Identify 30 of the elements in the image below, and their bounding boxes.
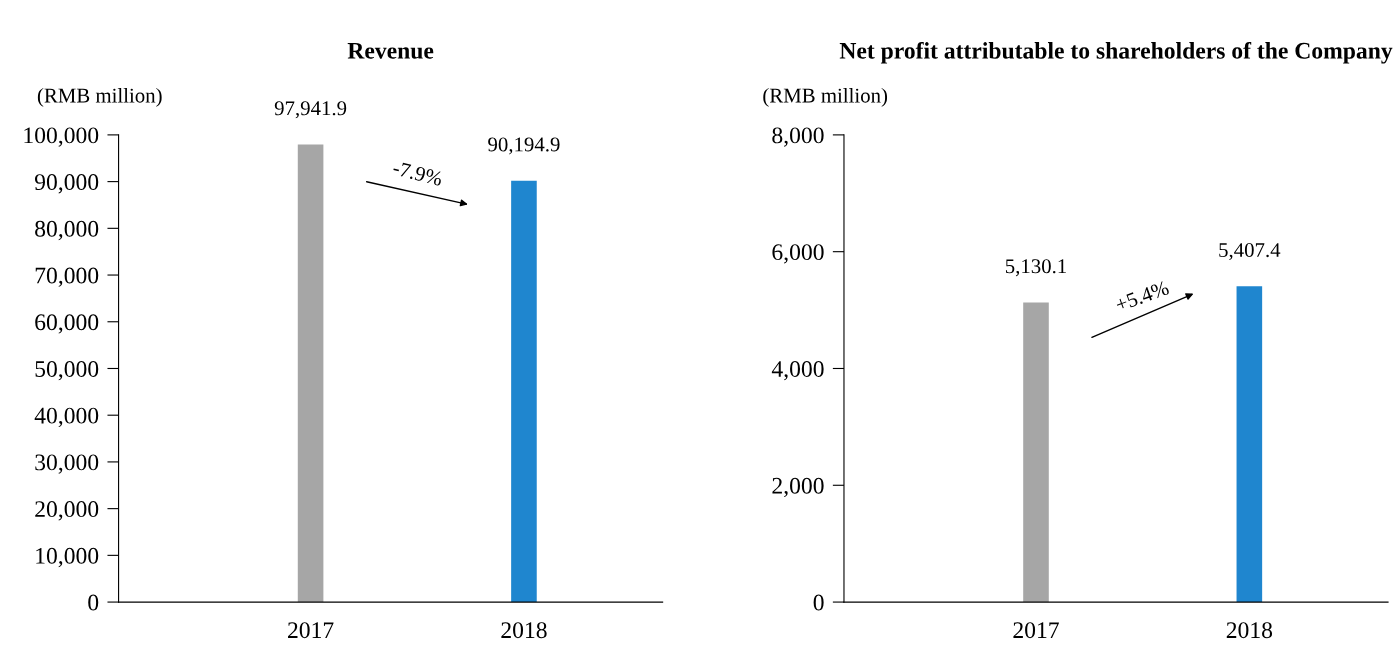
data-label: 5,130.1 xyxy=(1005,259,1066,277)
y-tick-label: 0 xyxy=(88,594,99,611)
y-tick-label: 8,000 xyxy=(772,127,824,147)
y-tick-label: 30,000 xyxy=(35,454,99,474)
y-tick-label: 40,000 xyxy=(34,407,99,428)
chart-title: Net profit attributable to shareholders of the Company xyxy=(839,41,1393,64)
x-tick-label: 2017 xyxy=(1013,622,1059,639)
y-tick-label: 70,000 xyxy=(35,267,99,287)
data-label: 90,194.9 xyxy=(488,137,560,155)
y-tick-label: 60,000 xyxy=(35,314,99,334)
y-tick-label: 50,000 xyxy=(35,360,99,381)
y-tick-label: 2,000 xyxy=(772,477,824,498)
annotation: +5.4% xyxy=(1114,280,1170,312)
y-tick-label: 90,000 xyxy=(34,174,99,194)
y-tick-label: 6,000 xyxy=(772,244,824,264)
data-label: 97,941.9 xyxy=(274,101,347,119)
x-tick-label: 2018 xyxy=(501,622,547,639)
chart-title: Revenue xyxy=(347,43,434,59)
y-tick-label: 4,000 xyxy=(771,360,824,381)
y-tick-label: 0 xyxy=(813,594,824,611)
y-tick-label: 80,000 xyxy=(35,220,99,241)
annotation: -7.9% xyxy=(392,160,444,187)
y-tick-label: 20,000 xyxy=(35,501,99,521)
y-tick-label: 10,000 xyxy=(36,547,99,568)
x-tick-label: 2017 xyxy=(288,622,334,639)
data-label: 5,407.4 xyxy=(1219,243,1281,261)
y-axis-title: (RMB million) xyxy=(763,87,888,107)
x-tick-label: 2018 xyxy=(1226,622,1273,639)
y-tick-label: 100,000 xyxy=(24,127,99,147)
y-axis-title: (RMB million) xyxy=(37,87,162,107)
